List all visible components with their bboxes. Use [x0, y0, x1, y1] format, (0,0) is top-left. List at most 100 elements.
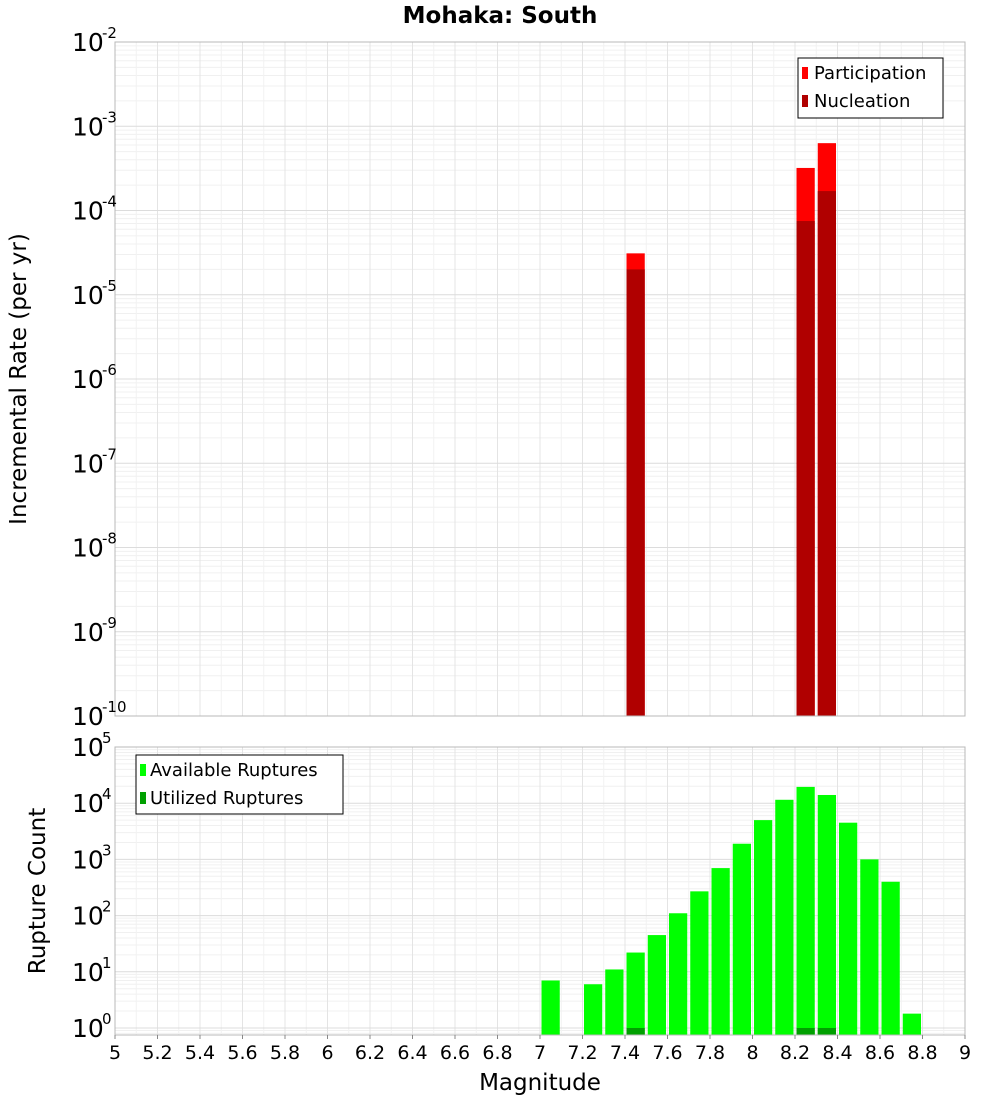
bar-available-ruptures	[541, 980, 560, 1035]
tick-exponent: -3	[102, 108, 117, 126]
x-tick-label: 5.6	[227, 1042, 257, 1064]
tick-base: 10	[72, 112, 104, 141]
chart-title: Mohaka: South	[403, 3, 598, 29]
top-legend-box	[797, 57, 944, 119]
bar-available-ruptures	[881, 881, 900, 1035]
tick-base: 10	[72, 845, 104, 874]
bar-nucleation	[817, 191, 836, 717]
bar-nucleation	[796, 221, 815, 716]
top-y-tick-label: 10-4	[72, 193, 117, 226]
bottom-y-tick-label: 105	[72, 729, 112, 762]
legend-swatch-participation	[802, 67, 808, 79]
bottom-y-axis-label: Rupture Count	[25, 808, 51, 974]
x-tick-label: 7.4	[610, 1042, 640, 1064]
legend-swatch-utilized	[140, 792, 146, 804]
tick-base: 10	[72, 534, 104, 563]
bar-available-ruptures	[839, 822, 858, 1035]
tick-exponent: 4	[102, 785, 112, 803]
bottom-y-tick-label: 104	[72, 785, 112, 818]
tick-exponent: -7	[102, 445, 117, 463]
tick-base: 10	[72, 1014, 104, 1043]
top-y-axis-label: Incremental Rate (per yr)	[6, 233, 32, 525]
bar-available-ruptures	[669, 913, 688, 1035]
tick-base: 10	[72, 281, 104, 310]
bar-available-ruptures	[711, 868, 730, 1035]
bottom-legend-box	[135, 754, 344, 815]
tick-base: 10	[72, 365, 104, 394]
bar-available-ruptures	[626, 952, 645, 1035]
bar-available-ruptures	[902, 1013, 921, 1035]
x-tick-label: 6	[321, 1042, 333, 1064]
x-tick-label: 8.4	[822, 1042, 852, 1064]
tick-exponent: -10	[102, 698, 127, 716]
top-y-tick-label: 10-8	[72, 530, 117, 563]
top-plot-border	[114, 41, 966, 717]
top-y-tick-label: 10-3	[72, 108, 117, 141]
tick-base: 10	[72, 789, 104, 818]
tick-base: 10	[72, 449, 104, 478]
bottom-bars	[541, 786, 921, 1035]
bar-available-ruptures	[690, 891, 709, 1035]
bar-available-ruptures	[732, 843, 751, 1035]
top-y-tick-label: 10-2	[72, 24, 117, 57]
top-y-tick-label: 10-9	[72, 614, 117, 647]
legend-swatch-available	[140, 764, 146, 776]
tick-base: 10	[72, 902, 104, 931]
bar-available-ruptures	[817, 794, 836, 1035]
tick-base: 10	[72, 28, 104, 57]
bottom-y-tick-label: 101	[72, 954, 112, 987]
x-tick-label: 6.2	[355, 1042, 385, 1064]
bar-nucleation	[626, 269, 645, 716]
x-tick-label: 8.6	[865, 1042, 895, 1064]
tick-exponent: -5	[102, 277, 117, 295]
x-tick-label: 8.2	[780, 1042, 810, 1064]
x-tick-label: 6.6	[440, 1042, 470, 1064]
legend-label-utilized: Utilized Ruptures	[150, 788, 303, 809]
x-tick-label: 6.8	[482, 1042, 512, 1064]
legend-label-nucleation: Nucleation	[814, 91, 910, 112]
top-bars	[626, 143, 836, 717]
bar-available-ruptures	[860, 859, 879, 1035]
x-tick-label: 5	[109, 1042, 121, 1064]
x-tick-label: 5.8	[270, 1042, 300, 1064]
bar-utilized-ruptures	[817, 1027, 836, 1035]
bottom-legend: Available Ruptures Utilized Ruptures	[135, 754, 344, 815]
tick-base: 10	[72, 702, 104, 731]
legend-label-available: Available Ruptures	[150, 760, 318, 781]
x-tick-label: 6.4	[397, 1042, 427, 1064]
tick-base: 10	[72, 733, 104, 762]
bar-available-ruptures	[584, 984, 603, 1035]
top-y-tick-label: 10-10	[72, 698, 127, 731]
x-tick-labels: 5 5.2 5.4 5.6 5.8 6 6.2 6.4 6.6 6.8 7 7.2 7.4 7.6 7.8 8…	[109, 1035, 971, 1064]
x-tick-label: 5.2	[142, 1042, 172, 1064]
tick-exponent: -9	[102, 614, 117, 632]
tick-exponent: 5	[102, 729, 112, 747]
top-legend: Participation Nucleation	[797, 57, 944, 119]
top-y-tick-label: 10-6	[72, 361, 117, 394]
x-tick-label: 8.8	[907, 1042, 937, 1064]
tick-exponent: -4	[102, 193, 117, 211]
x-tick-label: 7.8	[695, 1042, 725, 1064]
tick-exponent: 2	[102, 898, 112, 916]
bar-utilized-ruptures	[796, 1027, 815, 1035]
top-y-tick-label: 10-5	[72, 277, 117, 310]
bottom-y-tick-label: 100	[72, 1010, 112, 1043]
top-y-tick-label: 10-7	[72, 445, 117, 478]
tick-base: 10	[72, 958, 104, 987]
x-tick-label: 9	[959, 1042, 971, 1064]
tick-exponent: -2	[102, 24, 117, 42]
bar-available-ruptures	[647, 935, 666, 1035]
x-tick-label: 7.2	[567, 1042, 597, 1064]
tick-exponent: -8	[102, 530, 117, 548]
tick-exponent: -6	[102, 361, 117, 379]
tick-base: 10	[72, 197, 104, 226]
x-axis-label: Magnitude	[479, 1070, 601, 1096]
x-tick-label: 7.6	[652, 1042, 682, 1064]
bottom-y-tick-label: 103	[72, 841, 112, 874]
x-tick-label: 5.4	[185, 1042, 215, 1064]
